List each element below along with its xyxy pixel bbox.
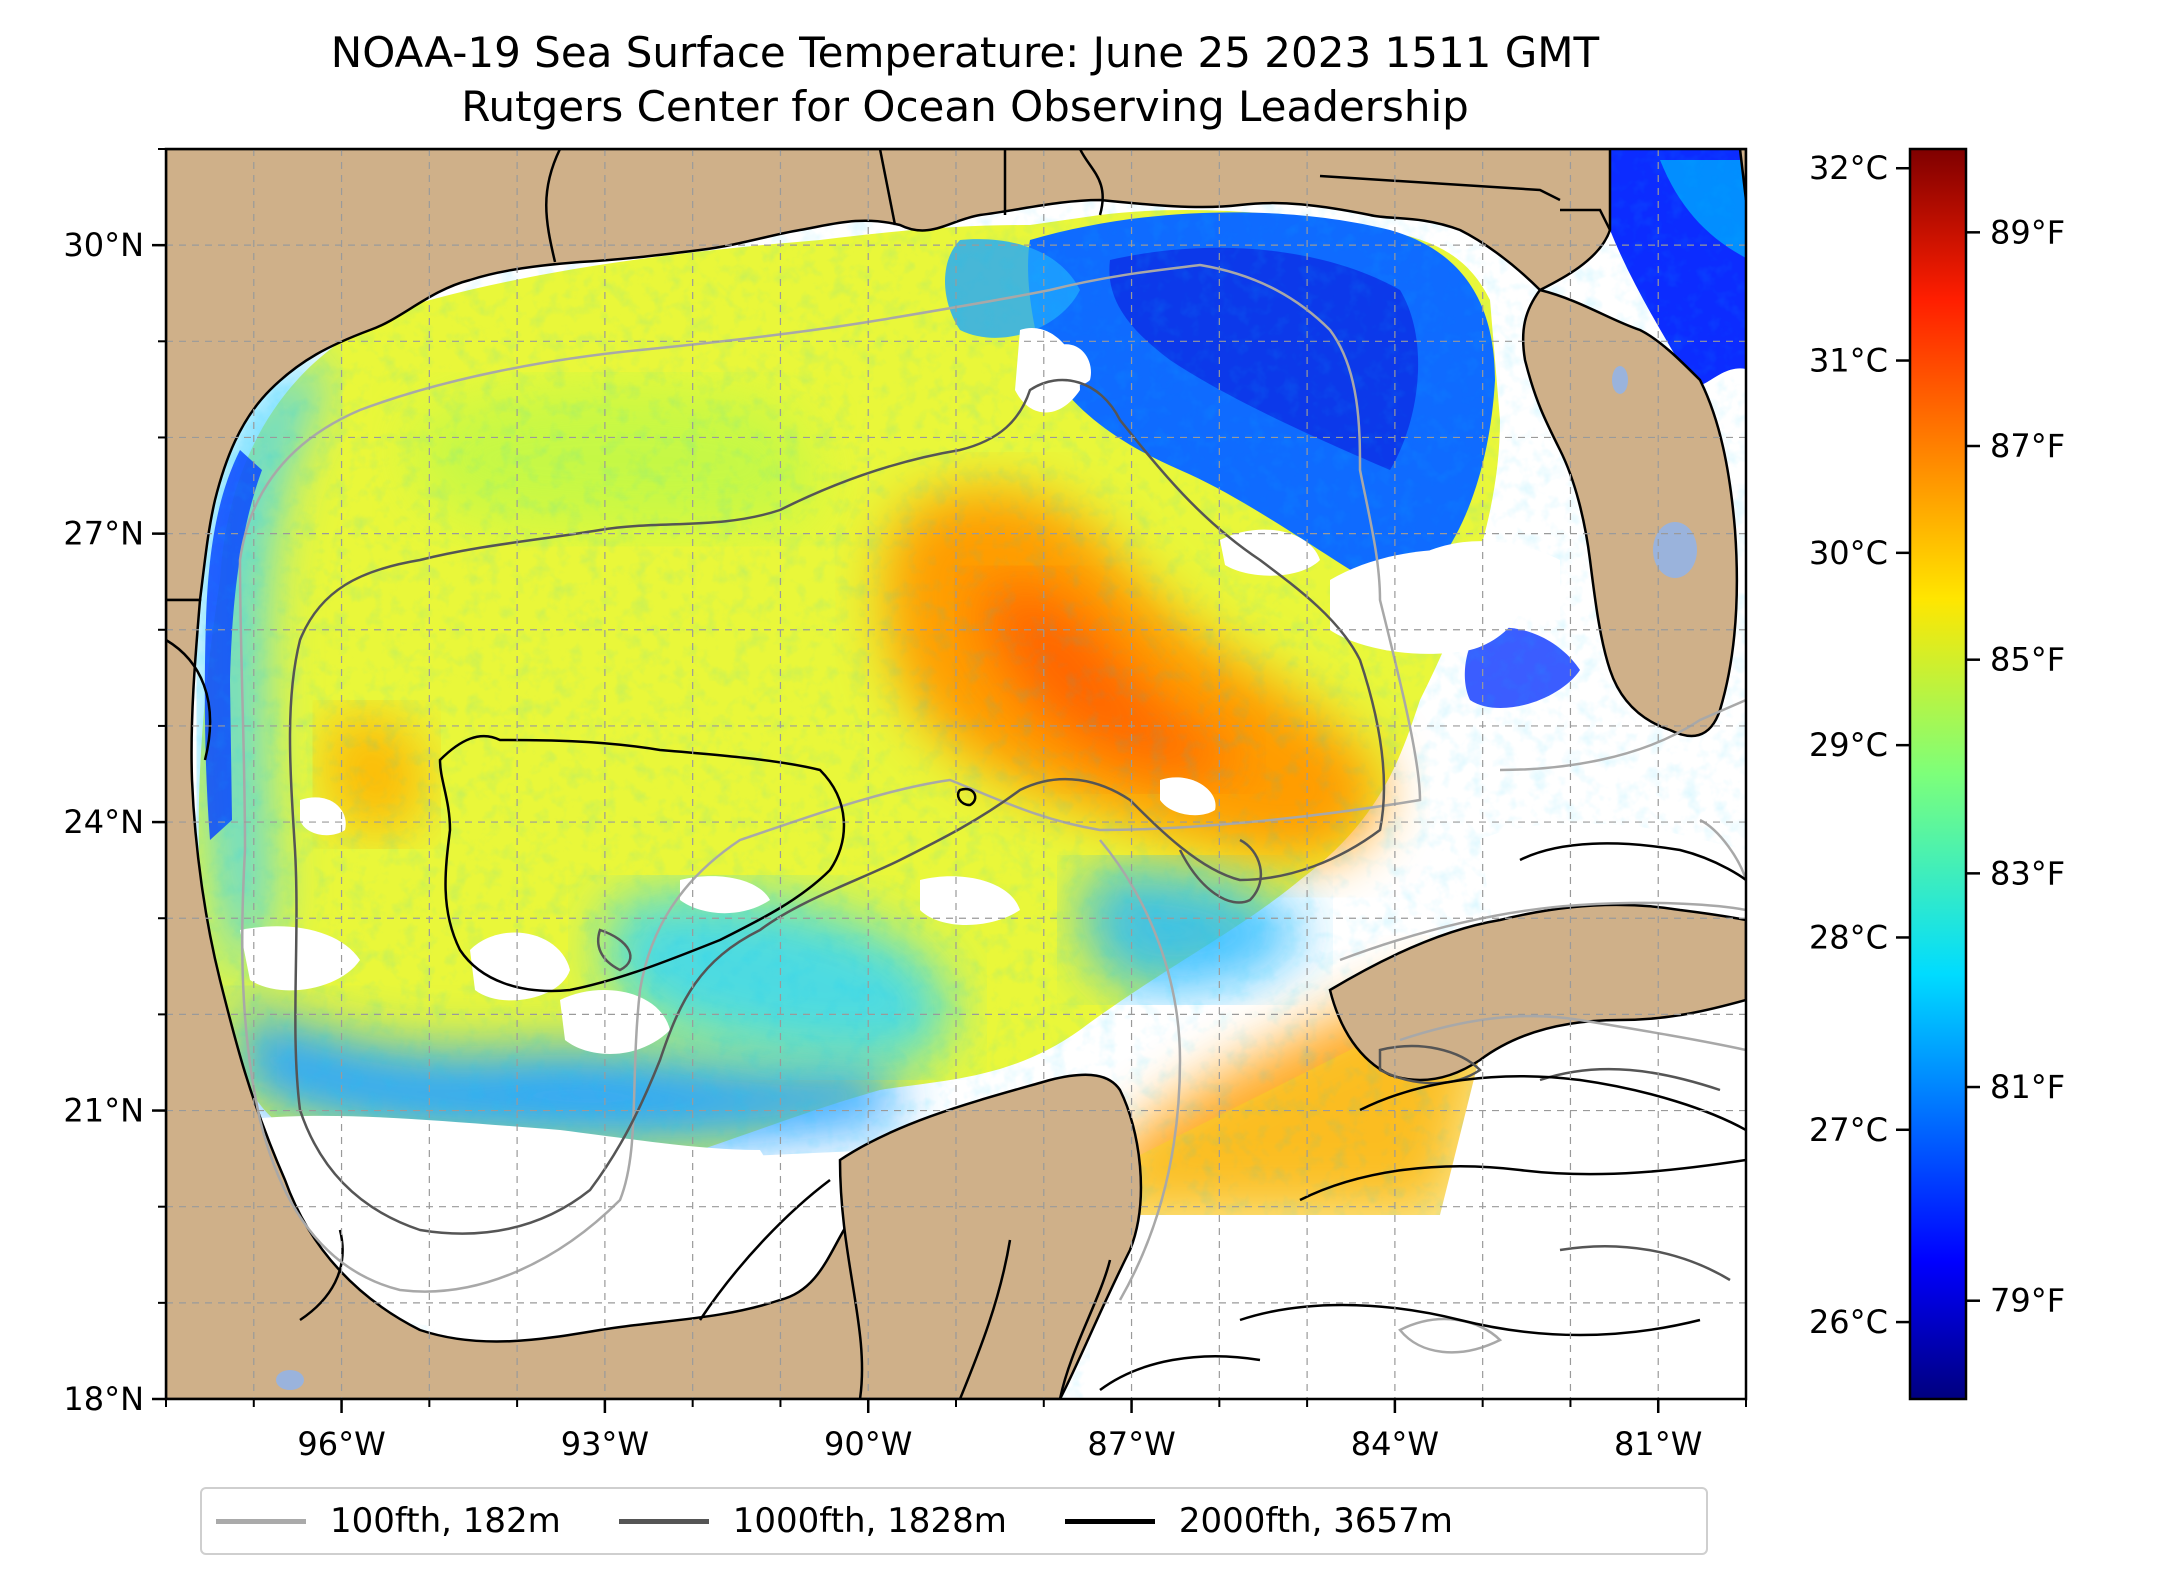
celsius-tick-label: 26°C bbox=[1809, 1303, 1888, 1341]
lon-tick-label: 93°W bbox=[561, 1425, 649, 1463]
fahrenheit-tick-label: 85°F bbox=[1990, 641, 2065, 679]
colorbar-celsius-axis: 26°C 27°C 28°C 29°C 30°C 31°C 32°C bbox=[1809, 149, 1910, 1341]
celsius-tick-label: 29°C bbox=[1809, 726, 1888, 764]
legend-swatch bbox=[618, 1518, 709, 1524]
legend-label: 2000fth, 3657m bbox=[1178, 1501, 1453, 1541]
lat-tick-label: 30°N bbox=[63, 226, 144, 264]
legend-swatch bbox=[216, 1518, 306, 1524]
colorbar-gradient bbox=[1910, 149, 1966, 1399]
legend-item-2000fth: 2000fth, 3657m bbox=[1064, 1501, 1453, 1541]
lon-tick-label: 87°W bbox=[1087, 1425, 1175, 1463]
contour-legend: 100fth, 182m 1000fth, 1828m 2000fth, 365… bbox=[200, 1487, 1708, 1555]
borders bbox=[166, 149, 1612, 1399]
legend-item-1000fth: 1000fth, 1828m bbox=[618, 1501, 1007, 1541]
bathymetry-contours bbox=[238, 263, 1746, 1392]
lon-tick-label: 96°W bbox=[297, 1425, 385, 1463]
longitude-axis: 96°W 93°W 90°W 87°W 84°W 81°W bbox=[165, 1399, 1747, 1463]
legend-item-100fth: 100fth, 182m bbox=[216, 1501, 561, 1541]
map-title: NOAA-19 Sea Surface Temperature: June 25… bbox=[330, 28, 1600, 77]
legend-label: 100fth, 182m bbox=[330, 1501, 561, 1541]
celsius-tick-label: 32°C bbox=[1809, 149, 1888, 187]
lon-tick-label: 81°W bbox=[1614, 1425, 1702, 1463]
fahrenheit-tick-label: 87°F bbox=[1990, 427, 2065, 465]
fahrenheit-tick-label: 89°F bbox=[1990, 213, 2065, 251]
lat-tick-label: 24°N bbox=[63, 803, 144, 841]
lakes bbox=[276, 366, 1697, 1390]
gridlines bbox=[166, 149, 1746, 1399]
latitude-axis: 18°N 21°N 24°N 27°N 30°N bbox=[63, 148, 166, 1418]
lon-tick-label: 90°W bbox=[824, 1425, 912, 1463]
lat-tick-label: 18°N bbox=[63, 1380, 144, 1418]
land-masses bbox=[166, 149, 1746, 1399]
lon-tick-label: 84°W bbox=[1351, 1425, 1439, 1463]
celsius-tick-label: 30°C bbox=[1809, 534, 1888, 572]
fahrenheit-tick-label: 79°F bbox=[1990, 1282, 2065, 1320]
colorbar-frame bbox=[1908, 147, 1968, 1401]
fahrenheit-tick-label: 83°F bbox=[1990, 854, 2065, 892]
colorbar-fahrenheit-axis: 79°F 81°F 83°F 85°F 87°F 89°F bbox=[1966, 213, 2065, 1320]
map-subtitle: Rutgers Center for Ocean Observing Leade… bbox=[461, 82, 1469, 131]
map-layer bbox=[166, 149, 1746, 1399]
celsius-tick-label: 31°C bbox=[1809, 342, 1888, 380]
lat-tick-label: 27°N bbox=[63, 515, 144, 553]
celsius-tick-label: 27°C bbox=[1809, 1111, 1888, 1149]
celsius-tick-label: 28°C bbox=[1809, 918, 1888, 956]
legend-label: 1000fth, 1828m bbox=[732, 1501, 1007, 1541]
fahrenheit-tick-label: 81°F bbox=[1990, 1068, 2065, 1106]
legend-swatch bbox=[1064, 1518, 1155, 1524]
lat-tick-label: 21°N bbox=[63, 1092, 144, 1130]
